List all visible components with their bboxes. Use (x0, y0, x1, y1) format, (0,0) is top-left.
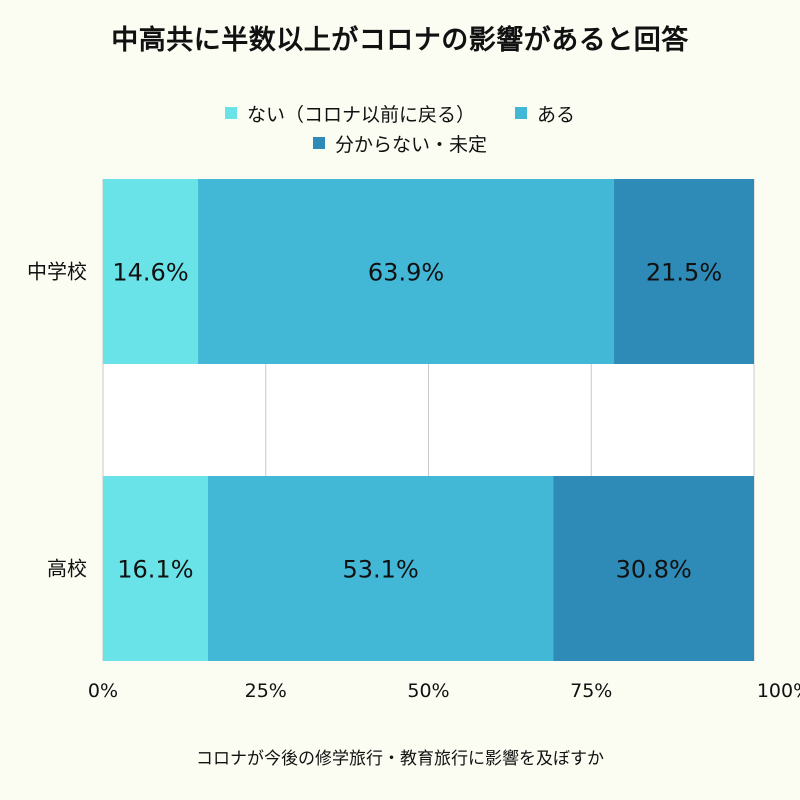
legend-item-yes: ある (515, 100, 575, 127)
x-tick-label: 0% (88, 680, 118, 702)
legend-swatch-yes (515, 107, 527, 119)
data-label: 30.8% (616, 556, 692, 584)
bar-segment (198, 179, 615, 364)
legend-label-undecided: 分からない・未定 (334, 133, 487, 156)
data-label: 63.9% (368, 259, 444, 287)
legend-swatch-undecided (312, 137, 325, 149)
legend-row-2: 分からない・未定 (0, 128, 800, 158)
x-tick-label: 100% (757, 680, 800, 702)
bar-segment (553, 476, 754, 661)
bar-segment (207, 476, 554, 661)
category-label: 高校 (47, 557, 87, 581)
chart-title: 中高共に半数以上がコロナの影響があると回答 (111, 25, 689, 56)
data-label: 16.1% (117, 556, 193, 584)
bar-segment (614, 179, 754, 364)
data-label: 21.5% (646, 259, 722, 287)
bar-segment (103, 179, 199, 364)
legend-swatch-none (224, 107, 237, 119)
data-label: 14.6% (112, 259, 188, 287)
legend-item-none: ない（コロナ以前に戻る） (224, 100, 475, 127)
legend-row-1: ない（コロナ以前に戻る） ある (0, 98, 800, 128)
legend: ない（コロナ以前に戻る） ある 分からない・未定 (0, 98, 800, 158)
data-label: 53.1% (343, 556, 419, 584)
legend-label-yes: ある (537, 103, 576, 126)
x-tick-label: 75% (570, 680, 612, 702)
category-label: 中学校 (27, 260, 87, 284)
x-tick-label: 25% (245, 680, 287, 702)
chart-footer: コロナが今後の修学旅行・教育旅行に影響を及ぼすか (196, 749, 604, 769)
bar-segment (103, 476, 208, 661)
x-tick-label: 50% (407, 680, 449, 702)
legend-label-none: ない（コロナ以前に戻る） (246, 103, 475, 126)
legend-item-undecided: 分からない・未定 (312, 130, 487, 157)
